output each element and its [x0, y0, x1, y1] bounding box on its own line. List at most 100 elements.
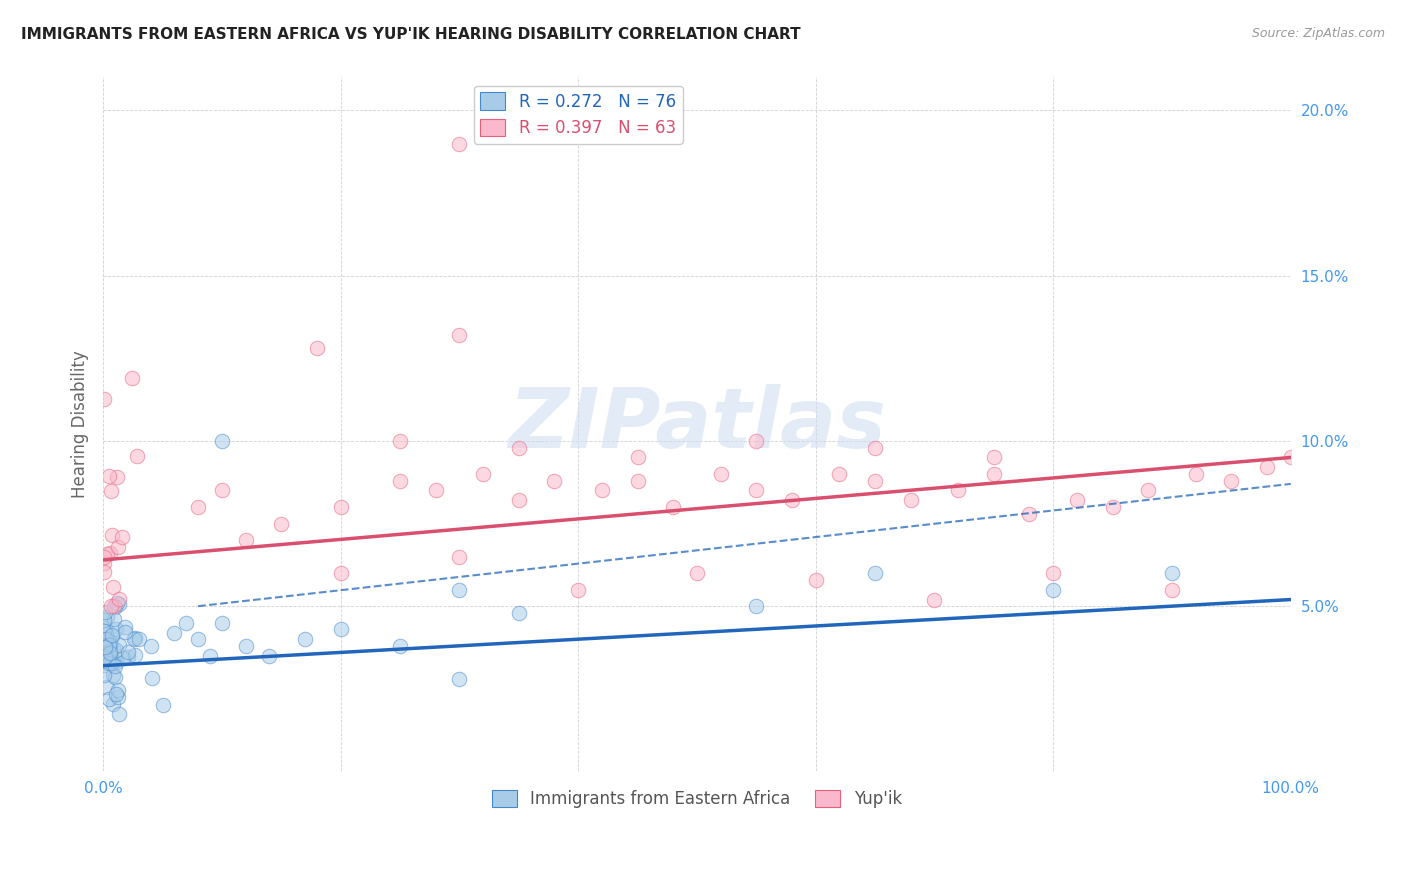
- Point: [152, 698, 174, 713]
- Point: [198, 648, 221, 663]
- Point: [1137, 483, 1160, 498]
- Point: [1184, 467, 1206, 481]
- Point: [804, 573, 827, 587]
- Point: [1161, 582, 1184, 597]
- Point: [828, 467, 851, 481]
- Point: [389, 434, 412, 448]
- Point: [211, 434, 233, 448]
- Point: [449, 549, 471, 564]
- Point: [94, 621, 117, 635]
- Point: [98, 646, 121, 660]
- Point: [93, 647, 115, 661]
- Point: [97, 692, 120, 706]
- Point: [94, 648, 117, 663]
- Point: [98, 638, 121, 652]
- Point: [96, 548, 118, 562]
- Point: [863, 566, 886, 581]
- Point: [111, 530, 134, 544]
- Point: [103, 641, 125, 656]
- Point: [508, 441, 530, 455]
- Point: [98, 644, 121, 658]
- Point: [389, 639, 412, 653]
- Point: [93, 557, 115, 571]
- Point: [114, 620, 136, 634]
- Point: [626, 450, 648, 465]
- Point: [108, 639, 131, 653]
- Point: [103, 697, 125, 711]
- Point: [1279, 450, 1302, 465]
- Point: [100, 527, 122, 541]
- Point: [626, 474, 648, 488]
- Y-axis label: Hearing Disability: Hearing Disability: [72, 351, 89, 499]
- Point: [567, 582, 589, 597]
- Point: [124, 631, 146, 645]
- Point: [100, 599, 122, 613]
- Point: [543, 474, 565, 488]
- Point: [105, 623, 128, 637]
- Point: [100, 628, 122, 642]
- Point: [93, 550, 115, 565]
- Point: [211, 483, 233, 498]
- Point: [449, 582, 471, 597]
- Point: [101, 580, 124, 594]
- Point: [863, 474, 886, 488]
- Point: [449, 328, 471, 343]
- Point: [1066, 493, 1088, 508]
- Point: [745, 599, 768, 614]
- Point: [103, 599, 125, 614]
- Point: [174, 615, 197, 630]
- Point: [101, 628, 124, 642]
- Point: [1101, 500, 1123, 514]
- Point: [122, 632, 145, 647]
- Point: [508, 493, 530, 508]
- Point: [305, 342, 328, 356]
- Point: [111, 650, 134, 665]
- Point: [863, 441, 886, 455]
- Point: [114, 625, 136, 640]
- Point: [105, 469, 128, 483]
- Point: [104, 669, 127, 683]
- Point: [425, 483, 447, 498]
- Point: [100, 656, 122, 670]
- Point: [93, 565, 115, 579]
- Point: [98, 635, 121, 649]
- Point: [107, 683, 129, 698]
- Point: [983, 450, 1005, 465]
- Point: [104, 658, 127, 673]
- Point: [780, 493, 803, 508]
- Point: [98, 638, 121, 652]
- Point: [259, 648, 281, 663]
- Point: [101, 668, 124, 682]
- Point: [745, 434, 768, 448]
- Point: [141, 671, 163, 685]
- Point: [211, 615, 233, 630]
- Point: [1161, 566, 1184, 581]
- Point: [591, 483, 613, 498]
- Point: [93, 668, 115, 682]
- Point: [98, 649, 121, 664]
- Point: [121, 371, 143, 385]
- Point: [108, 706, 131, 721]
- Point: [94, 658, 117, 673]
- Text: ZIPatlas: ZIPatlas: [508, 384, 886, 465]
- Point: [94, 649, 117, 664]
- Point: [94, 632, 117, 646]
- Point: [96, 626, 118, 640]
- Point: [163, 625, 186, 640]
- Point: [117, 645, 139, 659]
- Point: [389, 474, 412, 488]
- Point: [187, 500, 209, 514]
- Point: [235, 639, 257, 653]
- Point: [235, 533, 257, 547]
- Point: [94, 605, 117, 619]
- Point: [117, 649, 139, 664]
- Point: [329, 500, 352, 514]
- Point: [103, 612, 125, 626]
- Point: [96, 681, 118, 695]
- Point: [100, 484, 122, 499]
- Point: [710, 467, 733, 481]
- Point: [93, 392, 115, 407]
- Point: [1042, 582, 1064, 597]
- Point: [96, 610, 118, 624]
- Point: [187, 632, 209, 647]
